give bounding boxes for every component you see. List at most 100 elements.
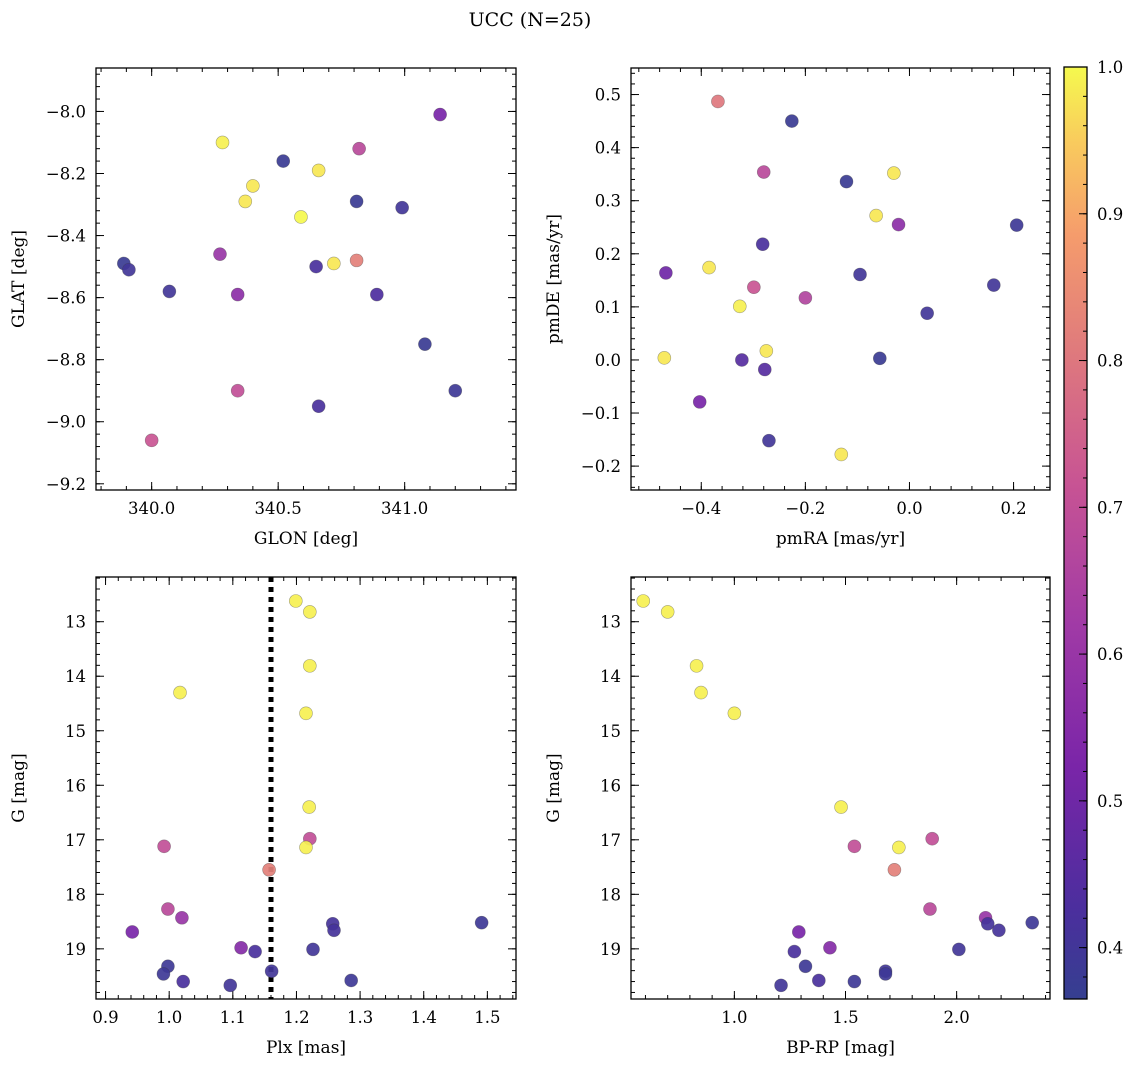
y-tick-label: 14	[600, 667, 621, 686]
x-tick-label: 340.5	[255, 499, 302, 518]
y-tick-label: 17	[600, 831, 621, 850]
data-point	[887, 166, 901, 180]
data-point	[834, 447, 849, 462]
data-point	[747, 280, 761, 295]
data-point	[474, 915, 489, 930]
y-tick-label: 15	[600, 722, 621, 741]
x-tick-label: 1.1	[220, 1008, 246, 1027]
data-point	[660, 605, 675, 619]
x-axis-label: Plx [mas]	[266, 1038, 346, 1058]
data-point	[762, 433, 776, 448]
x-tick-label: 0.9	[92, 1008, 118, 1027]
x-tick-label: 1.2	[283, 1008, 309, 1027]
y-axis-label: pmDE [mas/yr]	[544, 214, 564, 344]
x-tick-label: −0.2	[785, 499, 825, 518]
y-tick-label: −8.4	[46, 227, 86, 246]
data-point	[692, 395, 707, 409]
data-point	[659, 266, 673, 280]
y-tick-label: 15	[65, 722, 86, 741]
colorbar-gradient	[1064, 67, 1087, 999]
data-point	[812, 973, 826, 988]
y-tick-label: −8.8	[46, 351, 86, 370]
y-tick-label: −0.1	[581, 404, 621, 423]
data-point	[230, 383, 245, 398]
data-point	[262, 862, 276, 877]
data-point	[834, 800, 848, 814]
y-tick-label: 0.5	[595, 86, 621, 105]
data-point	[299, 840, 313, 855]
y-tick-label: 0.3	[595, 192, 621, 211]
data-point	[215, 135, 230, 150]
y-tick-label: 0.0	[595, 351, 621, 370]
data-point	[248, 944, 262, 959]
y-tick-label: 0.4	[595, 139, 621, 158]
data-point	[175, 910, 189, 925]
y-tick-label: −8.6	[46, 289, 86, 308]
data-point	[289, 594, 303, 608]
data-point	[694, 685, 708, 700]
data-point	[303, 605, 317, 619]
data-point	[657, 351, 672, 365]
colorbar: 0.4 0.5 0.6 0.7 0.8 0.9 1.0	[1063, 58, 1123, 1000]
colorbar-tick-label: 0.5	[1097, 792, 1123, 811]
data-point	[923, 902, 937, 916]
panel-bottom-right: 1.0 1.5 2.0 13 14 15 16 17 18 19 BP-RP [mag] G [mag…	[544, 576, 1051, 1058]
data-point	[1025, 915, 1040, 930]
data-point	[727, 706, 742, 721]
data-point	[176, 974, 190, 989]
data-point	[980, 916, 995, 931]
data-point	[755, 237, 770, 252]
y-tick-label: 13	[600, 613, 621, 632]
data-point	[839, 174, 854, 189]
plot-frame	[95, 576, 517, 1000]
data-point	[144, 433, 159, 448]
data-point	[156, 967, 171, 981]
data-point	[872, 351, 887, 366]
y-tick-label: −0.2	[581, 457, 621, 476]
data-point	[306, 942, 320, 957]
data-point	[173, 685, 187, 700]
x-tick-label: 0.0	[896, 499, 922, 518]
x-tick-label: 1.5	[474, 1008, 500, 1027]
data-point	[433, 107, 447, 122]
x-axis-label: GLON [deg]	[254, 529, 358, 549]
data-point	[759, 344, 774, 358]
x-axis-label: pmRA [mas/yr]	[776, 529, 905, 549]
y-axis-label: G [mag]	[544, 753, 564, 822]
colorbar-frame	[1063, 66, 1088, 1000]
data-point	[125, 925, 140, 939]
data-point	[349, 194, 364, 209]
colorbar-tick-label: 0.9	[1097, 205, 1123, 224]
colorbar-tick-label: 0.8	[1097, 352, 1123, 371]
data-point	[732, 299, 747, 314]
data-point	[230, 287, 245, 302]
y-tick-label: 18	[65, 885, 86, 904]
data-point	[238, 194, 253, 209]
y-tick-label: −9.2	[46, 475, 86, 494]
x-tick-label: 2.0	[944, 1008, 970, 1027]
data-point	[349, 253, 364, 268]
data-point	[823, 940, 837, 955]
data-point	[785, 114, 799, 128]
data-point	[161, 902, 175, 916]
data-point	[213, 247, 227, 261]
y-tick-label: −8.2	[46, 165, 86, 184]
data-point	[418, 337, 432, 351]
data-point	[303, 659, 317, 673]
data-point	[735, 353, 749, 367]
y-tick-label: 14	[65, 667, 86, 686]
data-point	[920, 306, 934, 321]
data-point	[702, 260, 716, 275]
y-tick-label: −9.0	[46, 413, 86, 432]
y-tick-label: 16	[65, 776, 86, 795]
y-tick-label: 0.1	[595, 298, 621, 317]
data-point	[311, 163, 326, 178]
plot-frame	[95, 67, 517, 491]
x-tick-label: 0.2	[1000, 499, 1026, 518]
y-tick-label: −8.0	[46, 102, 86, 121]
data-point	[1009, 218, 1024, 232]
data-point	[756, 165, 771, 179]
panels: 340.0 340.5 341.0 −9.2 −9.0 −8.8 −8.6 −8.4 −8.2 −…	[9, 67, 1051, 1058]
data-point	[887, 862, 902, 877]
